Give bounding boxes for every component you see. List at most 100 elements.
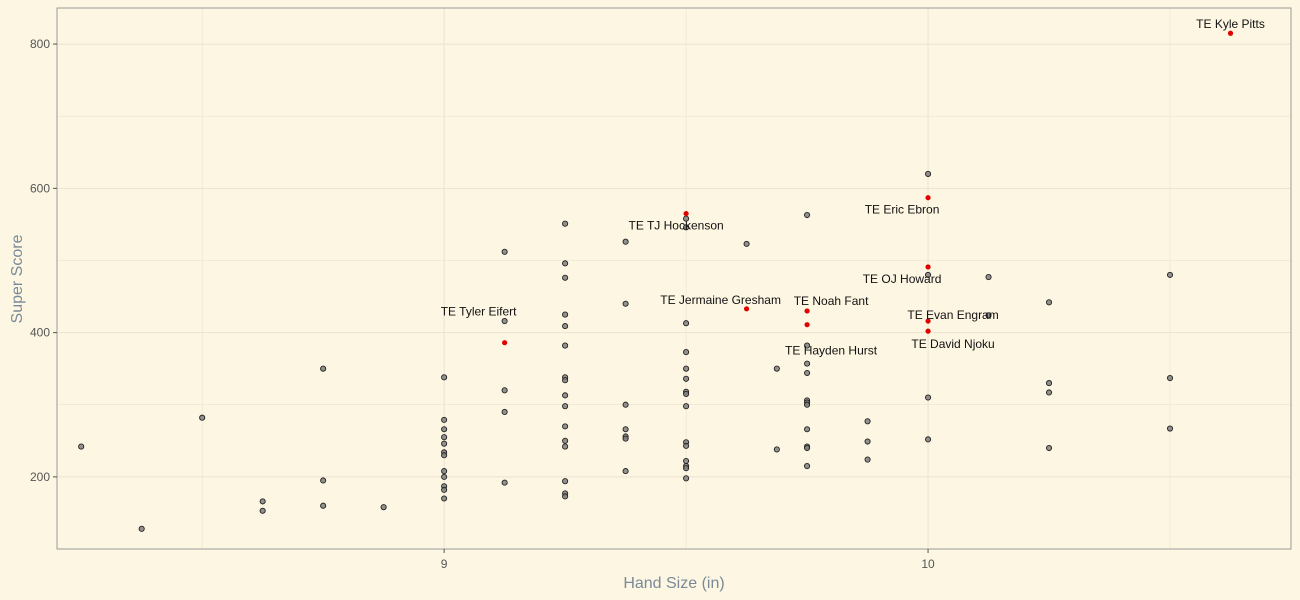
- data-point: [925, 271, 932, 278]
- data-point: [441, 426, 448, 433]
- data-point: [562, 342, 569, 349]
- data-point: [562, 220, 569, 227]
- data-point: [622, 300, 629, 307]
- data-point: [622, 435, 629, 442]
- data-point: [441, 434, 448, 441]
- data-point: [804, 426, 811, 433]
- data-point: [501, 248, 508, 255]
- data-point: [804, 462, 811, 470]
- data-point: [562, 274, 569, 281]
- data-point: [683, 442, 690, 449]
- point-label: TE Tyler Eifert: [441, 305, 517, 319]
- data-point: [138, 525, 145, 532]
- data-point: [562, 437, 569, 444]
- data-point: [804, 444, 811, 452]
- grid-lines: [57, 8, 1291, 550]
- data-point: [380, 504, 387, 511]
- plot-background: [57, 8, 1291, 549]
- data-point: [1166, 271, 1174, 278]
- data-point: [441, 486, 448, 493]
- point-label: TE OJ Howard: [863, 272, 942, 286]
- point-label: TE Jermaine Gresham: [660, 293, 781, 307]
- highlighted-point: [1227, 30, 1234, 36]
- data-point: [1045, 444, 1053, 452]
- data-point: [562, 392, 569, 399]
- data-point: [1166, 374, 1174, 382]
- data-point: [925, 394, 932, 401]
- data-point: [501, 318, 508, 325]
- data-point: [199, 414, 206, 421]
- y-axis-ticks: 200 400 600 800: [30, 37, 57, 484]
- point-label: TE Eric Ebron: [865, 203, 940, 217]
- data-point: [804, 211, 811, 219]
- highlighted-point: [925, 328, 931, 334]
- data-point: [683, 465, 690, 472]
- highlighted-point: [743, 306, 750, 312]
- data-point: [501, 479, 508, 486]
- data-point: [320, 365, 327, 372]
- y-axis-title: Super Score: [9, 234, 26, 323]
- data-point: [562, 478, 569, 485]
- data-point: [441, 452, 448, 459]
- highlighted-point: [925, 318, 931, 324]
- x-axis-ticks: 9 10: [441, 549, 935, 571]
- data-point: [683, 365, 690, 372]
- x-axis-title: Hand Size (in): [623, 575, 724, 592]
- highlighted-point: [925, 264, 931, 270]
- data-point: [864, 418, 871, 425]
- data-point: [441, 416, 448, 423]
- highlighted-point: [804, 322, 810, 328]
- data-point: [804, 369, 811, 377]
- x-tick-label: 9: [441, 557, 448, 571]
- data-point: [925, 436, 932, 443]
- data-point: [773, 446, 780, 453]
- data-point: [441, 468, 448, 475]
- point-label: TE Hayden Hurst: [785, 344, 878, 358]
- y-tick-label: 600: [30, 181, 50, 195]
- data-point: [1045, 389, 1053, 396]
- data-point: [78, 443, 85, 450]
- data-point: [683, 457, 690, 465]
- data-point: [622, 468, 629, 475]
- point-labels: TE Kyle Pitts TE Eric Ebron TE TJ Hockenso…: [441, 17, 1265, 357]
- highlighted-point: [804, 308, 810, 314]
- data-point: [683, 475, 690, 482]
- data-point: [683, 224, 690, 231]
- data-point: [562, 403, 569, 410]
- data-point: [501, 387, 508, 394]
- data-point: [622, 401, 629, 408]
- data-point: [562, 260, 569, 267]
- data-point: [501, 408, 508, 415]
- data-point: [1045, 299, 1053, 306]
- y-tick-label: 400: [30, 326, 50, 340]
- data-point: [683, 349, 690, 356]
- point-label: TE TJ Hockenson: [629, 219, 724, 233]
- data-point: [320, 477, 327, 484]
- data-point: [925, 170, 932, 177]
- data-point: [985, 312, 992, 319]
- highlighted-point: [502, 340, 508, 346]
- data-point: [320, 502, 327, 509]
- data-point: [441, 440, 448, 447]
- data-point: [441, 374, 448, 381]
- data-point: [773, 365, 780, 372]
- x-tick-label: 10: [921, 557, 935, 571]
- data-point: [683, 390, 690, 397]
- data-point: [864, 456, 871, 463]
- y-tick-label: 200: [30, 470, 50, 484]
- data-point: [259, 498, 266, 505]
- highlighted-point: [925, 195, 931, 201]
- data-point: [683, 375, 690, 382]
- data-point: [804, 342, 811, 349]
- data-point: [562, 443, 569, 450]
- data-point: [622, 426, 629, 433]
- data-point: [985, 274, 992, 281]
- plot-panel-border: [56, 7, 1292, 550]
- point-label: TE Noah Fant: [794, 294, 869, 308]
- data-point: [683, 320, 690, 327]
- data-point: [562, 377, 569, 384]
- y-tick-label: 800: [30, 37, 50, 51]
- data-point: [804, 401, 811, 408]
- data-point: [1045, 380, 1053, 387]
